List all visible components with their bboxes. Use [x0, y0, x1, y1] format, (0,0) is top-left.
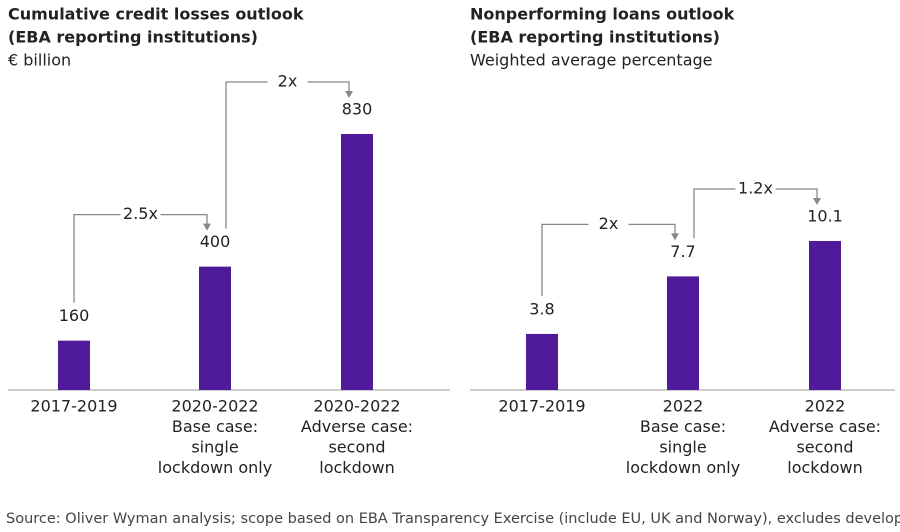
arrowhead: [813, 198, 821, 205]
chart-subtitle: Weighted average percentage: [470, 51, 713, 70]
x-tick-label: 2020-2022: [171, 397, 258, 416]
annotation: 1.2x: [738, 179, 773, 198]
annotation: 2x: [278, 72, 298, 91]
value-label: 7.7: [670, 242, 695, 261]
value-label: 830: [342, 100, 373, 119]
annotation-bg: [735, 179, 776, 199]
arrowhead: [345, 91, 353, 98]
chart-title: (EBA reporting institutions): [470, 28, 720, 47]
x-tick-label: 2017-2019: [30, 397, 117, 416]
connector: [73, 213, 208, 303]
x-tick-label: 2022: [663, 397, 704, 416]
chart-subtitle: € billion: [8, 51, 71, 70]
x-tick-label: lockdown only: [158, 458, 272, 477]
x-tick-label: second: [328, 438, 385, 457]
x-tick-label: 2017-2019: [498, 397, 585, 416]
x-tick-label: 2020-2022: [313, 397, 400, 416]
annotation: 2.5x: [123, 204, 158, 223]
x-tick-label: Base case:: [172, 417, 258, 436]
x-tick-label: Adverse case:: [301, 417, 413, 436]
annotation-bg: [588, 214, 629, 235]
annotation-bg: [267, 72, 308, 92]
chart-title: (EBA reporting institutions): [8, 28, 258, 47]
bar: [58, 340, 90, 390]
bar: [809, 241, 841, 390]
bar: [199, 266, 231, 390]
x-tick-label: lockdown: [319, 458, 394, 477]
arrowhead: [671, 233, 679, 241]
chart-title: Cumulative credit losses outlook: [8, 5, 304, 24]
value-label: 3.8: [529, 299, 554, 318]
x-tick-label: second: [796, 438, 853, 457]
source-note: Source: Oliver Wyman analysis; scope bas…: [6, 511, 900, 527]
x-tick-label: single: [191, 438, 238, 457]
bar: [341, 134, 373, 390]
annotation-bg: [120, 204, 161, 225]
x-tick-label: lockdown: [787, 458, 862, 477]
x-tick-label: 2022: [805, 397, 846, 416]
chart-title: Nonperforming loans outlook: [470, 5, 735, 24]
bar: [667, 276, 699, 390]
bar: [526, 333, 558, 390]
value-label: 160: [59, 306, 90, 325]
value-label: 400: [200, 232, 231, 251]
x-tick-label: lockdown only: [626, 458, 740, 477]
x-tick-label: Base case:: [640, 417, 726, 436]
connector: [225, 81, 350, 229]
connector: [541, 223, 676, 296]
x-tick-label: single: [659, 438, 706, 457]
annotation: 2x: [599, 214, 619, 233]
value-label: 10.1: [807, 207, 843, 226]
x-tick-label: Adverse case:: [769, 417, 881, 436]
arrowhead: [203, 223, 211, 231]
